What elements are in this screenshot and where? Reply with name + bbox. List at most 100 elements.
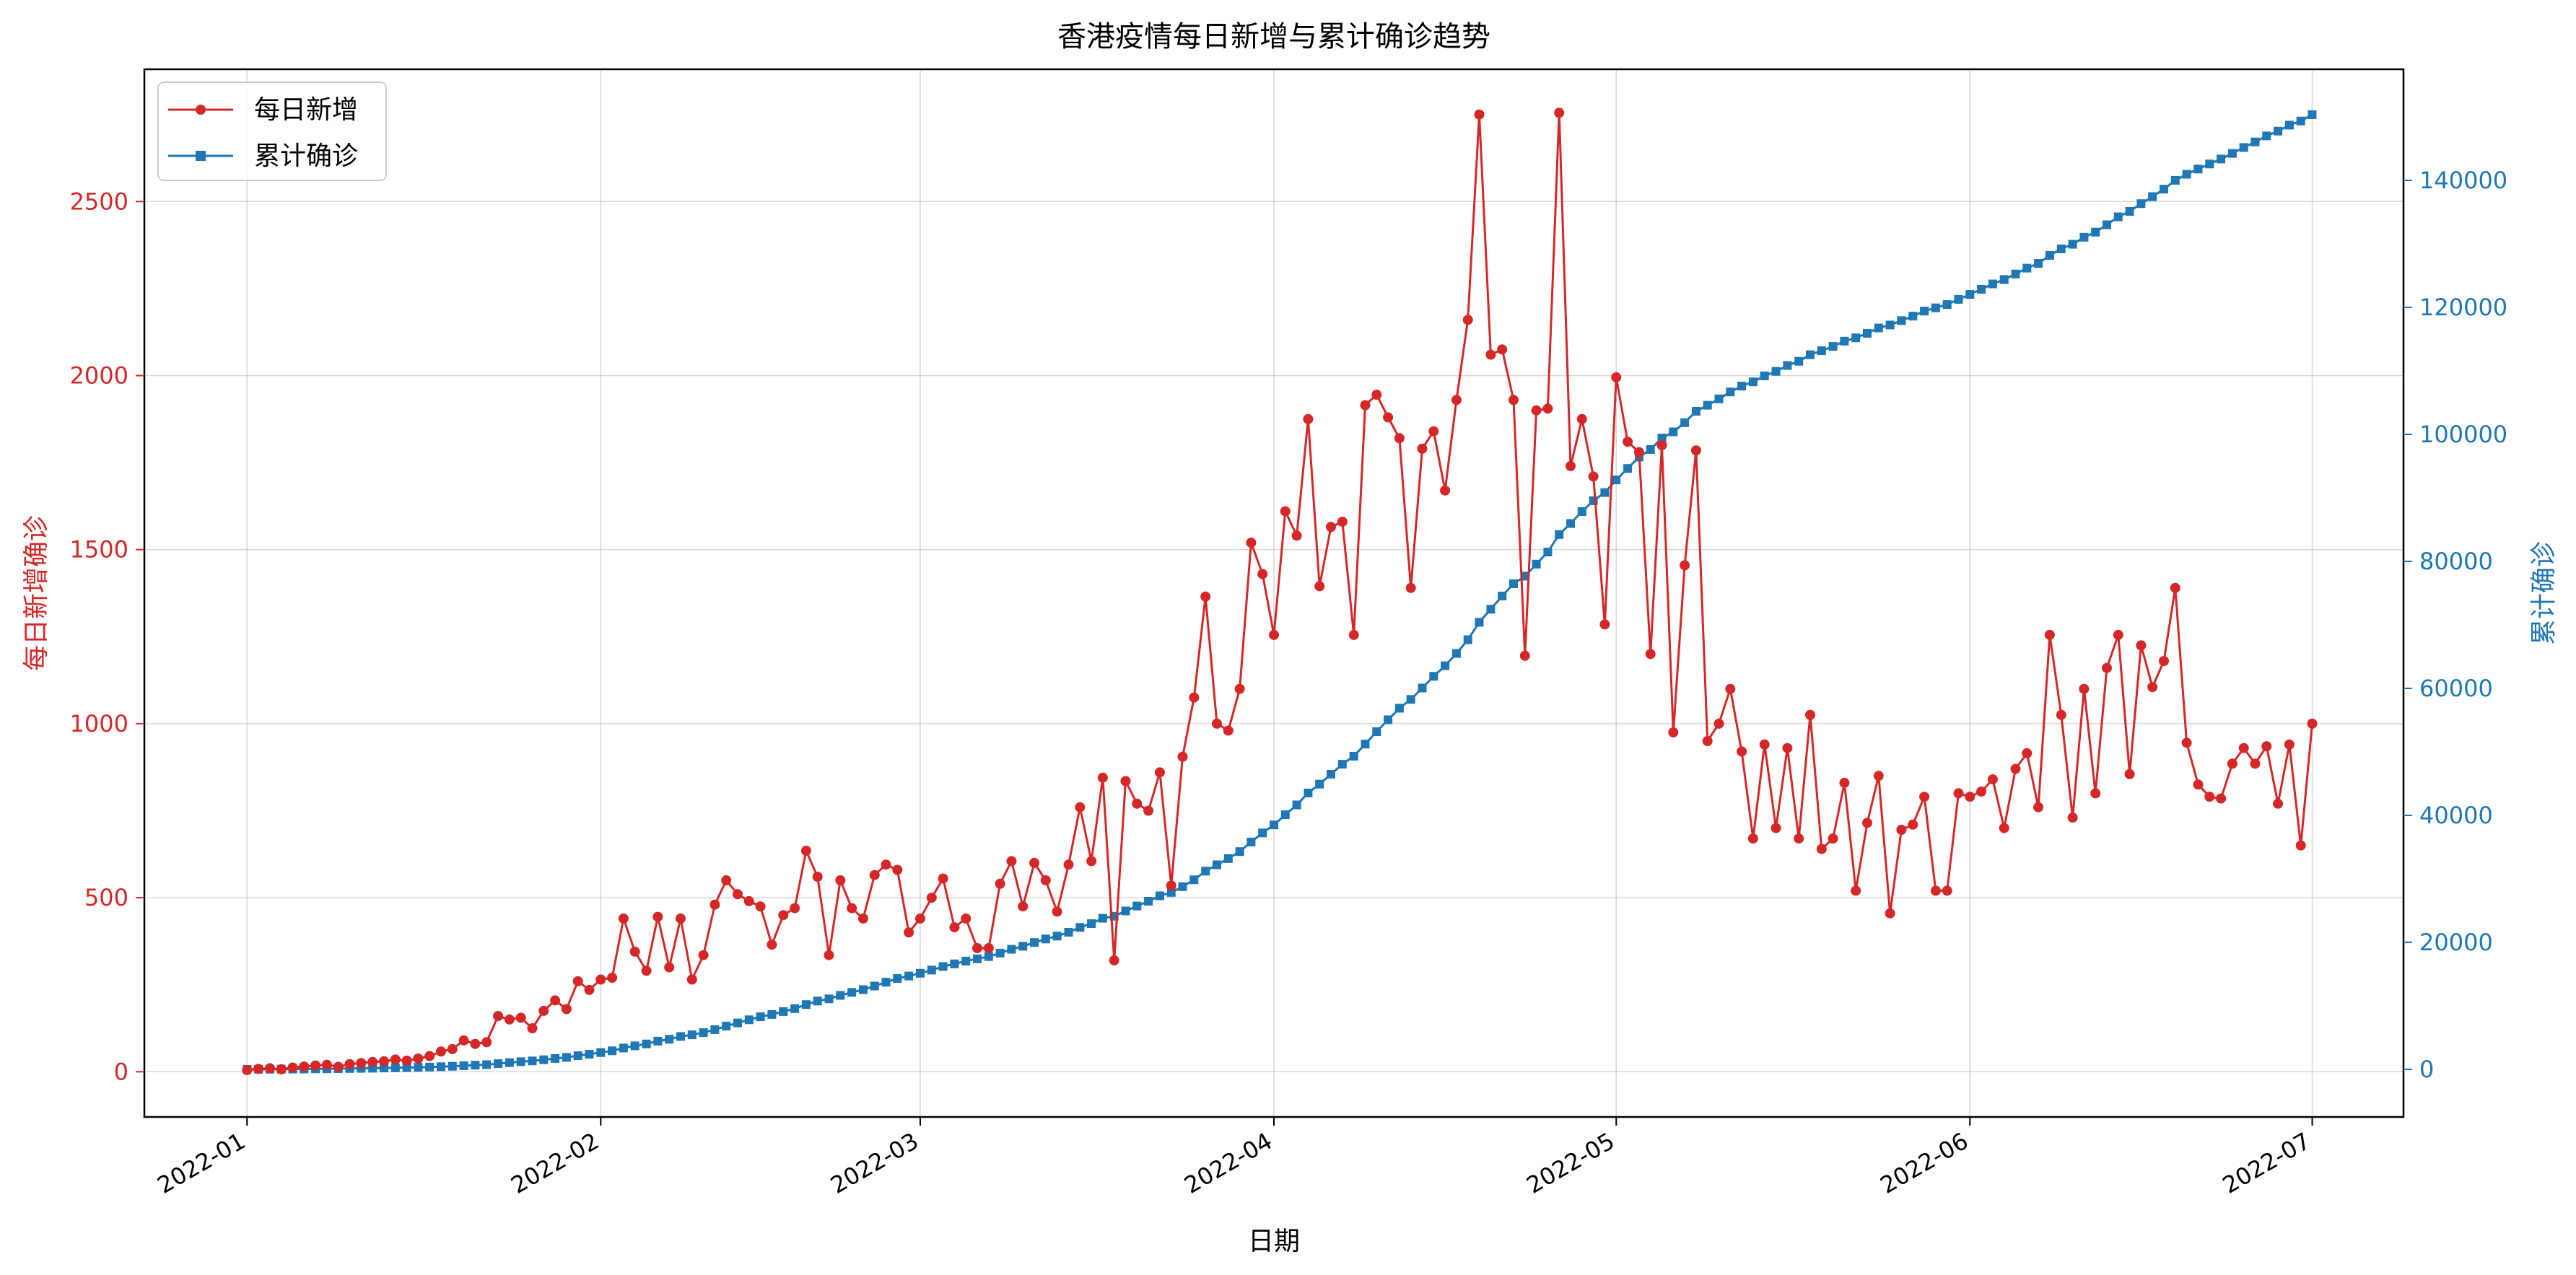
- daily-point: [538, 1005, 549, 1016]
- cumulative-point: [1543, 548, 1553, 556]
- daily-point: [733, 889, 743, 900]
- cumulative-point: [1577, 507, 1586, 516]
- daily-point: [1405, 582, 1416, 593]
- daily-point: [2090, 788, 2101, 799]
- daily-point: [1326, 522, 1336, 533]
- daily-point: [2113, 629, 2123, 640]
- daily-point: [2056, 709, 2066, 720]
- daily-point: [926, 893, 937, 903]
- daily-point: [938, 873, 948, 884]
- cumulative-point: [1280, 810, 1290, 820]
- daily-point: [2159, 656, 2169, 667]
- daily-point: [1531, 405, 1542, 416]
- daily-point: [1908, 819, 1918, 830]
- legend-entry-cumulative: 累计确诊: [168, 141, 358, 171]
- daily-point: [1269, 629, 1279, 640]
- cumulative-point: [2079, 232, 2089, 242]
- daily-point: [1177, 751, 1188, 762]
- cumulative-point: [1406, 695, 1415, 704]
- y-tick-label-right: 40000: [2419, 802, 2493, 829]
- cumulative-point: [1726, 387, 1735, 397]
- daily-point: [1953, 788, 1964, 799]
- cumulative-point: [1954, 294, 1963, 304]
- cumulative-point: [1429, 672, 1438, 681]
- cumulative-point: [1441, 661, 1450, 670]
- daily-point: [1200, 591, 1211, 602]
- cumulative-point: [1520, 571, 1529, 581]
- cumulative-point: [1669, 427, 1678, 437]
- daily-point: [892, 864, 903, 875]
- daily-point: [1097, 772, 1108, 783]
- daily-point: [1360, 400, 1371, 411]
- y-tick-label-right: 80000: [2419, 548, 2493, 575]
- series-daily: [242, 108, 2318, 1075]
- daily-point: [881, 859, 891, 870]
- cumulative-point: [1007, 945, 1016, 954]
- daily-point: [1690, 445, 1701, 456]
- daily-point: [253, 1064, 264, 1074]
- daily-point: [1440, 485, 1451, 496]
- cumulative-point: [1806, 350, 1815, 359]
- cumulative-point: [2182, 170, 2191, 179]
- daily-point: [367, 1056, 378, 1067]
- cumulative-point: [505, 1058, 514, 1067]
- cumulative-point: [984, 952, 993, 961]
- cumulative-point: [1885, 320, 1895, 330]
- daily-point: [652, 911, 663, 922]
- cumulative-point: [1794, 356, 1804, 366]
- daily-point: [344, 1059, 355, 1069]
- daily-point: [1223, 725, 1234, 736]
- daily-point: [2147, 682, 2158, 693]
- cumulative-point: [687, 1030, 697, 1040]
- cumulative-point: [1030, 938, 1039, 947]
- daily-point: [629, 946, 640, 957]
- cumulative-point: [1840, 336, 1849, 346]
- y-tick-label-left: 0: [114, 1058, 128, 1085]
- daily-point: [2033, 802, 2044, 812]
- cumulative-point: [1863, 328, 1872, 338]
- cumulative-point: [2274, 126, 2283, 136]
- cumulative-point: [1931, 303, 1940, 312]
- daily-point: [1166, 880, 1176, 891]
- cumulative-point: [2193, 165, 2203, 174]
- daily-point: [1234, 683, 1245, 694]
- daily-point: [983, 943, 994, 953]
- cumulative-point: [2022, 263, 2032, 273]
- cumulative-point: [858, 985, 868, 994]
- cumulative-point: [630, 1041, 639, 1051]
- daily-point: [1086, 856, 1097, 867]
- cumulative-point: [1509, 579, 1518, 588]
- daily-point: [1896, 825, 1907, 835]
- daily-point: [1428, 426, 1439, 437]
- cumulative-point: [961, 956, 971, 965]
- cumulative-point: [915, 968, 925, 978]
- cumulative-point: [596, 1048, 606, 1057]
- daily-point: [1291, 530, 1302, 541]
- daily-point: [264, 1063, 275, 1074]
- legend-marker-daily: [196, 105, 206, 115]
- y-tick-label-right: 0: [2419, 1056, 2434, 1083]
- cumulative-point: [482, 1060, 492, 1069]
- daily-point: [1885, 908, 1895, 919]
- daily-point: [1987, 774, 1998, 785]
- cumulative-point: [2045, 250, 2054, 260]
- daily-point: [2079, 683, 2090, 694]
- daily-point: [812, 872, 823, 882]
- cumulative-point: [665, 1035, 674, 1044]
- daily-point: [401, 1055, 412, 1066]
- daily-point: [2273, 798, 2284, 809]
- cumulative-point: [938, 962, 948, 971]
- y-axis-left-ticks: 0 500 1000 1500 2000 2500: [70, 188, 144, 1085]
- cumulative-point: [2250, 137, 2260, 146]
- cumulative-point: [1555, 530, 1564, 539]
- daily-point: [1759, 739, 1770, 750]
- daily-point: [1965, 792, 1975, 802]
- cumulative-point: [733, 1018, 742, 1028]
- grid-lines: [144, 69, 2403, 1117]
- daily-point: [1519, 650, 1530, 661]
- daily-point: [2124, 768, 2135, 779]
- daily-point: [743, 895, 754, 906]
- daily-point: [2284, 739, 2295, 750]
- daily-point: [572, 976, 583, 986]
- cumulative-point: [722, 1022, 731, 1031]
